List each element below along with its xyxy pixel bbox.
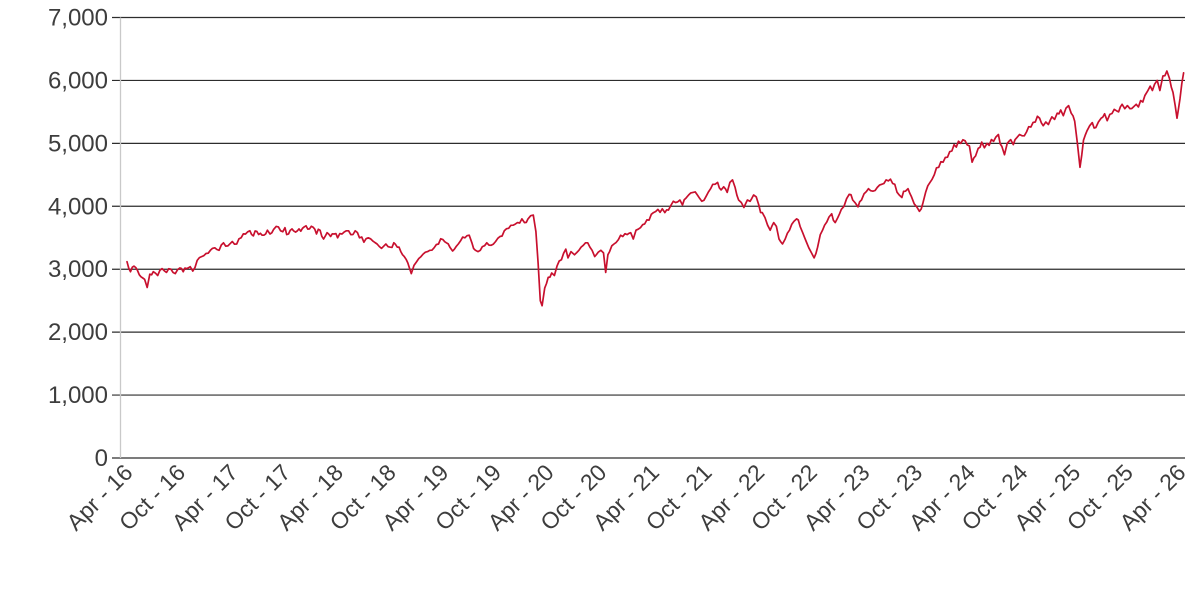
y-axis-tick-label: 1,000: [48, 382, 108, 409]
y-axis-tick-label: 7,000: [48, 5, 108, 32]
price-line: [126, 70, 1185, 307]
y-axis-tick-label: 2,000: [48, 319, 108, 346]
y-axis-tick-label: 0: [95, 445, 108, 472]
y-axis-tick-label: 3,000: [48, 256, 108, 283]
y-axis-tick-label: 5,000: [48, 130, 108, 157]
y-axis-tick-label: 4,000: [48, 193, 108, 220]
y-axis-tick-label: 6,000: [48, 67, 108, 94]
